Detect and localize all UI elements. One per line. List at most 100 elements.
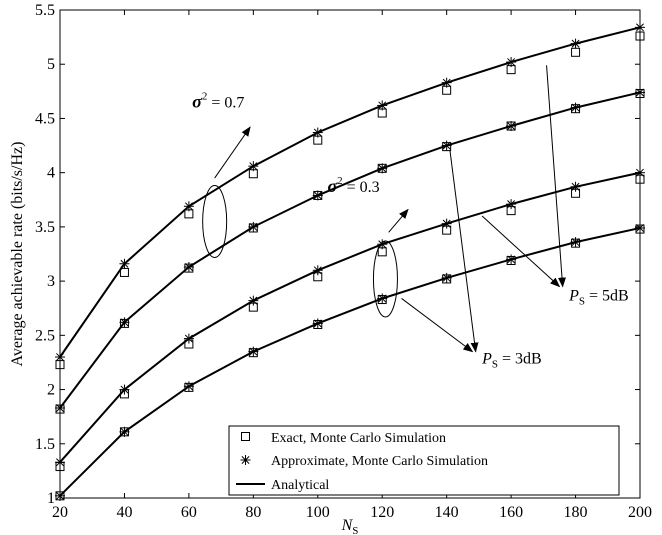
curve-2	[55, 87, 645, 414]
approximate-point	[377, 239, 388, 250]
approximate-point	[183, 201, 194, 212]
approximate-point	[377, 163, 388, 174]
legend-box	[228, 425, 620, 496]
approximate-point	[55, 402, 65, 413]
legend-marker-exact	[241, 432, 250, 441]
approximate-point	[635, 222, 645, 233]
sigma-high-arrow	[214, 126, 251, 179]
curve-3	[55, 167, 645, 472]
approximate-point	[55, 490, 65, 501]
x-axis-label-sub: S	[352, 525, 358, 535]
approximate-point	[312, 318, 323, 329]
approximate-point	[570, 181, 581, 192]
ps-low-label-symbol: P	[481, 351, 492, 368]
analytical-line	[59, 91, 641, 409]
sigma-high-label-script: 2	[202, 91, 208, 103]
approximate-point	[377, 100, 388, 111]
approximate-point	[248, 295, 259, 306]
ps-high-label-script: S	[579, 296, 585, 308]
ps-low-label: PS = 3dB	[481, 351, 542, 371]
plot-area	[59, 9, 641, 499]
x-tick-label: 60	[181, 504, 197, 521]
approximate-point	[248, 221, 259, 232]
approximate-point	[635, 22, 645, 33]
x-tick-label: 180	[564, 504, 588, 521]
ps-high-arrow-2	[481, 215, 561, 288]
approximate-point	[441, 140, 452, 151]
y-tick-label: 5.5	[35, 2, 55, 19]
x-tick-label: 100	[306, 504, 330, 521]
data-series	[55, 22, 645, 501]
sigma-low-arrow	[388, 208, 409, 233]
sigma-high-ellipse	[202, 184, 228, 258]
x-tick-label: 20	[52, 504, 68, 521]
y-tick-label: 3	[47, 273, 55, 290]
sigma-high-label-symbol: σ	[192, 92, 203, 112]
approximate-point	[183, 333, 194, 344]
ps-low-label-script: S	[492, 359, 498, 371]
sigma-low-ellipse	[372, 240, 398, 318]
analytical-line	[59, 171, 641, 463]
approximate-point	[312, 127, 323, 138]
approximate-point	[635, 167, 645, 178]
analytical-line	[59, 227, 641, 497]
x-tick-label: 140	[435, 504, 459, 521]
y-tick-label: 1.5	[35, 436, 55, 453]
approximate-point	[119, 384, 130, 395]
ps-low-arrow-2	[401, 298, 474, 353]
y-tick-label: 4	[47, 165, 55, 182]
sigma-low-label-script: 2	[337, 175, 343, 187]
approximate-point	[183, 262, 194, 273]
y-tick-label: 2.5	[35, 327, 55, 344]
approximate-point	[55, 352, 65, 363]
sigma-low-label: σ2 = 0.3	[327, 175, 379, 196]
ps-high-label-symbol: P	[568, 288, 579, 305]
approximate-point	[570, 237, 581, 248]
sigma-low-label-symbol: σ	[327, 176, 338, 196]
legend-marker-approximate	[240, 455, 251, 465]
approximate-point	[377, 293, 388, 304]
approximate-point	[312, 190, 323, 201]
ps-high-label: PS = 5dB	[568, 288, 629, 308]
approximate-point	[441, 218, 452, 229]
approximate-point	[248, 346, 259, 357]
analytical-line	[59, 26, 641, 358]
x-tick-label: 80	[245, 504, 261, 521]
axis-ticks: 20 40 60 80 100 120 140 160 180 200 1 1.5 2 2.5 3 3.5 4 4…	[35, 2, 652, 521]
approximate-point	[55, 457, 65, 468]
sigma-high-label: σ2 = 0.7	[192, 91, 244, 112]
legend-asterisk-mark	[240, 455, 251, 465]
legend-label-analytical: Analytical	[271, 478, 329, 493]
approximate-point	[570, 38, 581, 49]
approximate-point	[506, 57, 517, 68]
approximate-point	[506, 121, 517, 132]
x-tick-label: 40	[116, 504, 132, 521]
legend: Exact, Monte Carlo Simulation Approximat…	[228, 425, 620, 496]
legend-label-approximate: Approximate, Monte Carlo Simulation	[271, 454, 488, 469]
sigma-high-label-value: = 0.7	[207, 95, 244, 112]
approximate-point	[506, 254, 517, 265]
y-tick-label: 3.5	[35, 219, 55, 236]
approximate-point	[570, 102, 581, 113]
sigma-low-label-value: = 0.3	[343, 179, 380, 196]
x-tick-label: 160	[499, 504, 523, 521]
approximate-point	[635, 87, 645, 98]
curve-4	[55, 222, 645, 501]
legend-label-exact: Exact, Monte Carlo Simulation	[271, 431, 446, 446]
x-tick-label: 120	[370, 504, 394, 521]
approximate-point	[183, 381, 194, 392]
approximate-point	[441, 77, 452, 88]
ps-low-label-value: = 3dB	[498, 351, 542, 368]
ps-high-label-value: = 5dB	[585, 288, 629, 305]
approximate-point	[119, 258, 130, 269]
approximate-point	[506, 199, 517, 210]
ps-low-arrow-1	[449, 149, 479, 353]
ps-high-arrow-1	[546, 65, 567, 288]
y-tick-label: 4.5	[35, 110, 55, 127]
x-axis-label-symbol: N	[341, 517, 354, 534]
y-tick-label: 2	[47, 382, 55, 399]
y-tick-label: 1	[47, 490, 55, 507]
y-tick-label: 5	[47, 56, 55, 73]
